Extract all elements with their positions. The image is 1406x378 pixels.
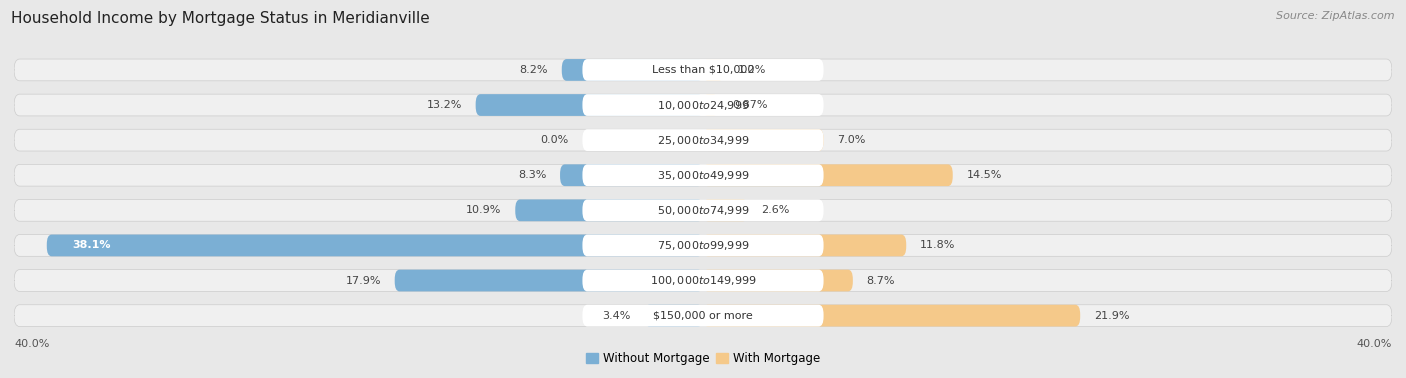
Text: 8.3%: 8.3% [517, 170, 547, 180]
FancyBboxPatch shape [14, 129, 1392, 151]
Text: 10.9%: 10.9% [467, 205, 502, 215]
FancyBboxPatch shape [703, 129, 824, 151]
FancyBboxPatch shape [703, 59, 724, 81]
FancyBboxPatch shape [644, 305, 703, 327]
FancyBboxPatch shape [14, 270, 1392, 291]
Text: 21.9%: 21.9% [1094, 311, 1129, 321]
FancyBboxPatch shape [582, 94, 824, 116]
FancyBboxPatch shape [703, 305, 1080, 327]
Text: Less than $10,000: Less than $10,000 [652, 65, 754, 75]
FancyBboxPatch shape [703, 234, 907, 256]
Text: 8.7%: 8.7% [866, 276, 896, 285]
FancyBboxPatch shape [582, 59, 824, 81]
FancyBboxPatch shape [703, 164, 953, 186]
Text: Source: ZipAtlas.com: Source: ZipAtlas.com [1277, 11, 1395, 21]
FancyBboxPatch shape [14, 234, 1392, 256]
Text: 40.0%: 40.0% [1357, 339, 1392, 350]
FancyBboxPatch shape [46, 234, 703, 256]
FancyBboxPatch shape [703, 94, 718, 116]
FancyBboxPatch shape [14, 305, 1392, 327]
FancyBboxPatch shape [582, 270, 824, 291]
Text: $75,000 to $99,999: $75,000 to $99,999 [657, 239, 749, 252]
FancyBboxPatch shape [582, 305, 824, 327]
Text: $25,000 to $34,999: $25,000 to $34,999 [657, 134, 749, 147]
Text: 2.6%: 2.6% [762, 205, 790, 215]
Text: 38.1%: 38.1% [73, 240, 111, 251]
FancyBboxPatch shape [582, 200, 824, 221]
Text: 0.0%: 0.0% [540, 135, 568, 145]
FancyBboxPatch shape [703, 200, 748, 221]
Text: 7.0%: 7.0% [838, 135, 866, 145]
FancyBboxPatch shape [582, 129, 824, 151]
FancyBboxPatch shape [703, 270, 853, 291]
FancyBboxPatch shape [515, 200, 703, 221]
Text: 17.9%: 17.9% [346, 276, 381, 285]
Text: $50,000 to $74,999: $50,000 to $74,999 [657, 204, 749, 217]
FancyBboxPatch shape [395, 270, 703, 291]
FancyBboxPatch shape [14, 164, 1392, 186]
FancyBboxPatch shape [582, 164, 824, 186]
Text: $150,000 or more: $150,000 or more [654, 311, 752, 321]
Legend: Without Mortgage, With Mortgage: Without Mortgage, With Mortgage [581, 347, 825, 370]
Text: 13.2%: 13.2% [426, 100, 461, 110]
Text: 1.2%: 1.2% [738, 65, 766, 75]
FancyBboxPatch shape [560, 164, 703, 186]
Text: 0.87%: 0.87% [731, 100, 768, 110]
Text: 11.8%: 11.8% [920, 240, 956, 251]
FancyBboxPatch shape [475, 94, 703, 116]
FancyBboxPatch shape [582, 234, 824, 256]
Text: $35,000 to $49,999: $35,000 to $49,999 [657, 169, 749, 182]
Text: 3.4%: 3.4% [602, 311, 631, 321]
FancyBboxPatch shape [562, 59, 703, 81]
FancyBboxPatch shape [14, 94, 1392, 116]
Text: $10,000 to $24,999: $10,000 to $24,999 [657, 99, 749, 112]
Text: 40.0%: 40.0% [14, 339, 49, 350]
FancyBboxPatch shape [14, 200, 1392, 221]
Text: 14.5%: 14.5% [966, 170, 1002, 180]
Text: 8.2%: 8.2% [519, 65, 548, 75]
Text: Household Income by Mortgage Status in Meridianville: Household Income by Mortgage Status in M… [11, 11, 430, 26]
FancyBboxPatch shape [14, 59, 1392, 81]
Text: $100,000 to $149,999: $100,000 to $149,999 [650, 274, 756, 287]
